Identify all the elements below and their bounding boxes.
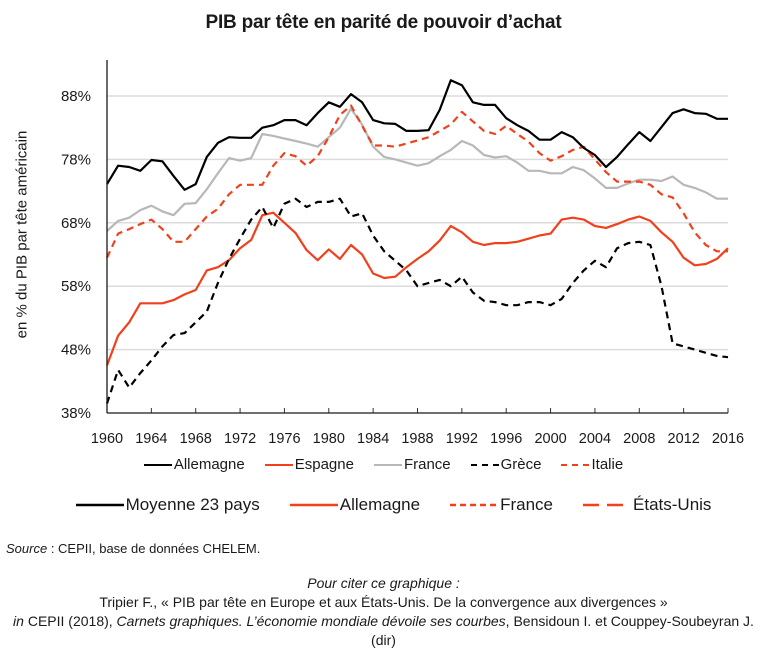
source-note: Source : CEPII, base de données CHELEM. — [6, 541, 260, 556]
legend-label: Italie — [591, 456, 624, 473]
legend-item: France — [450, 495, 553, 515]
citation-book-title: Carnets graphiques. L’économie mondiale … — [116, 613, 506, 629]
legend-secondary: Moyenne 23 pays Allemagne France États-Unis — [10, 495, 767, 515]
y-tick-label: 38% — [61, 405, 91, 422]
legend-label: Espagne — [294, 456, 354, 473]
legend-swatch — [583, 503, 632, 507]
legend-swatch — [470, 463, 499, 466]
y-tick-label: 88% — [61, 88, 91, 105]
citation-publisher: CEPII (2018), — [23, 613, 117, 629]
series-line-espagne — [105, 211, 729, 366]
x-tick-label: 1996 — [490, 431, 522, 447]
legend-primary: Allemagne Espagne France Grèce Italie — [0, 456, 767, 473]
y-tick-label: 48% — [61, 342, 91, 359]
legend-item: Grèce — [470, 456, 542, 473]
series-line-allemagne — [106, 79, 728, 191]
axes — [106, 60, 729, 414]
y-axis-label: en % du PIB par tête américain — [13, 130, 31, 339]
legend-item: Italie — [561, 456, 623, 473]
series-lines — [105, 79, 729, 404]
gridlines — [107, 95, 728, 351]
x-tick-label: 1968 — [180, 431, 212, 447]
x-tick-label: 2008 — [623, 431, 655, 447]
citation-publication: in CEPII (2018), Carnets graphiques. L’é… — [0, 612, 767, 650]
legend-swatch — [450, 503, 499, 507]
legend-swatch — [289, 503, 338, 507]
y-tick-label: 68% — [61, 215, 91, 232]
legend-label: Allemagne — [173, 456, 245, 473]
source-text: : CEPII, base de données CHELEM. — [47, 541, 261, 556]
legend-swatch — [143, 463, 172, 466]
x-tick-label: 1988 — [401, 431, 433, 447]
x-tick-label: 2004 — [579, 431, 611, 447]
x-tick-label: 1976 — [268, 431, 300, 447]
legend-item: Allemagne — [143, 456, 245, 473]
x-tick-label: 1992 — [446, 431, 478, 447]
citation-in: in — [13, 613, 24, 629]
citation-editors: , Bensidoun I. et Couppey-Soubeyran J. (… — [371, 613, 754, 648]
legend-label: États-Unis — [633, 495, 712, 514]
series-line-france — [106, 107, 728, 232]
legend-item: États-Unis — [583, 495, 711, 515]
legend-swatch — [75, 503, 124, 507]
legend-swatch — [264, 463, 293, 466]
x-tick-label: 1980 — [313, 431, 345, 447]
legend-label: Grèce — [500, 456, 542, 473]
x-tick-label: 2000 — [534, 431, 566, 447]
x-tick-label: 1964 — [135, 431, 167, 447]
series-line-italie — [106, 104, 728, 259]
legend-label: France — [403, 456, 451, 473]
plot-area: 38%48%58%68%78%88% 1960 1964 1968 1972 1976 1… — [61, 60, 744, 447]
x-tick-label: 2016 — [712, 431, 744, 447]
legend-swatch — [561, 463, 590, 466]
y-tick-label: 58% — [61, 278, 91, 295]
legend-item: Espagne — [264, 456, 354, 473]
chart-title: PIB par tête en parité de pouvoir d’acha… — [205, 12, 562, 33]
citation-reference: Tripier F., « PIB par tête en Europe et … — [99, 594, 668, 610]
legend-swatch — [373, 463, 402, 466]
x-tick-labels: 1960 1964 1968 1972 1976 1980 1984 1988 1992 1996… — [91, 431, 744, 447]
x-tick-label: 2012 — [668, 431, 700, 447]
legend-label: Allemagne — [339, 495, 421, 514]
x-tick-label: 1960 — [91, 431, 123, 447]
y-tick-label: 78% — [61, 151, 91, 168]
citation-heading: Pour citer ce graphique : — [307, 575, 460, 591]
y-tick-labels: 38% 48% 58% 68% 78% 88% — [61, 88, 91, 422]
legend-item: Allemagne — [289, 495, 421, 515]
x-tick-label: 1984 — [357, 431, 389, 447]
series-line-grce — [105, 197, 729, 404]
legend-item: Moyenne 23 pays — [75, 495, 260, 515]
legend-label: Moyenne 23 pays — [125, 495, 260, 514]
legend-item: France — [373, 456, 451, 473]
x-tick-label: 1972 — [224, 431, 256, 447]
source-label: Source — [6, 541, 48, 556]
legend-label: France — [500, 495, 554, 514]
